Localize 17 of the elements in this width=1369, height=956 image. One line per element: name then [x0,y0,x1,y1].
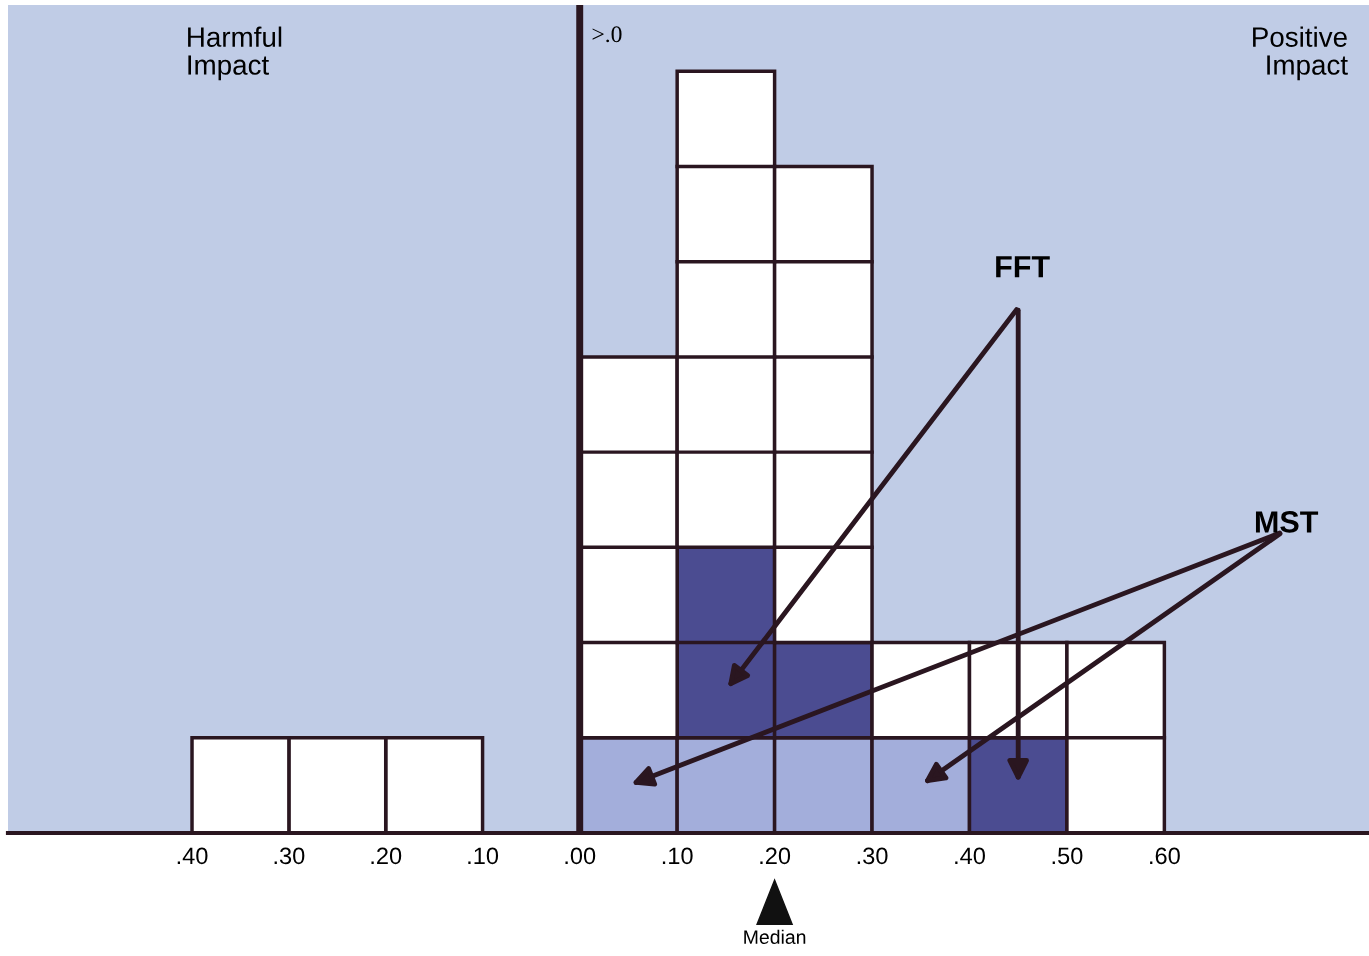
x-tick-label: .00 [565,847,596,865]
text: MST [1255,511,1319,533]
x-tick-label: .20 [371,847,402,865]
annotation: Positive Impact [1253,26,1348,81]
text: Median [744,929,806,945]
x-tick-label: .40 [177,847,208,865]
x-tick-label: .60 [1150,847,1180,865]
text: FFT [996,256,1050,278]
x-tick-label: .20 [760,847,791,865]
x-tick-label: .30 [857,847,888,865]
x-tick-label: .30 [274,847,305,865]
x-tick-label: .10 [468,847,499,865]
text: Harmful Impact [188,26,282,81]
x-tick-label: .10 [662,847,693,865]
x-tick-label: .50 [1052,847,1083,865]
x-tick-label: .40 [955,847,985,865]
ref-line-label: >.0 [592,26,622,43]
